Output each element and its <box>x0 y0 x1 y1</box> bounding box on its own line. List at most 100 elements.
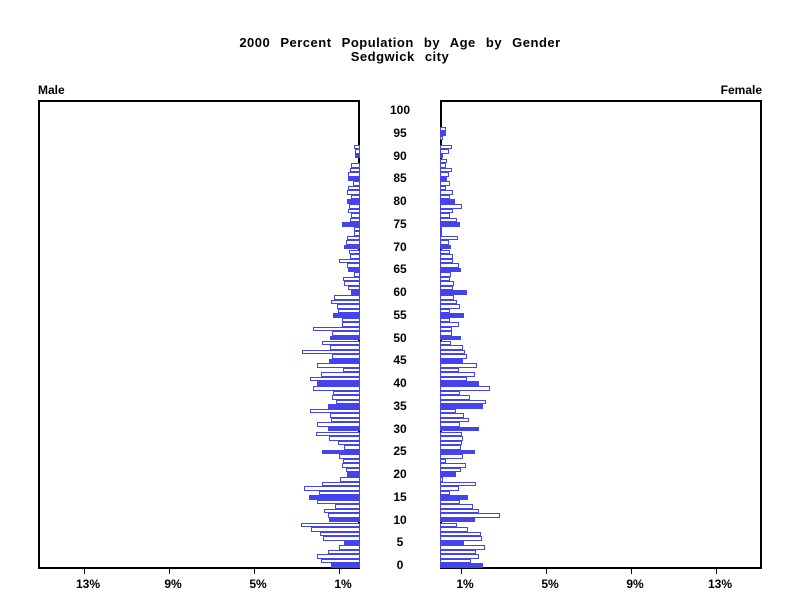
pyramid-bar-female-age-49 <box>440 340 451 346</box>
pyramid-bar-male-age-48 <box>330 345 360 350</box>
pyramid-bar-female-age-84 <box>440 181 450 186</box>
pyramid-bar-female-age-88 <box>440 163 446 168</box>
pyramid-bar-female-age-41 <box>440 376 467 382</box>
pyramid-bar-female-age-25 <box>440 449 475 455</box>
pyramid-bar-male-age-12 <box>324 508 360 514</box>
pyramid-bar-female-age-58 <box>440 299 457 305</box>
pyramid-bar-female-age-52 <box>440 326 452 332</box>
pyramid-bar-male-age-28 <box>329 436 360 441</box>
pyramid-bar-male-age-39 <box>313 386 360 391</box>
pyramid-bar-female-age-65 <box>440 267 461 273</box>
pyramid-bar-male-age-88 <box>351 163 360 168</box>
pyramid-bar-female-age-0 <box>440 563 483 568</box>
pyramid-bar-male-age-36 <box>336 399 360 405</box>
pyramid-bar-male-age-91 <box>355 149 360 154</box>
pyramid-bar-male-age-41 <box>310 376 360 382</box>
pyramid-bar-female-age-7 <box>440 531 481 537</box>
age-axis-label-100: 100 <box>389 103 411 117</box>
male-axis-tick-label-1: 1% <box>334 577 352 591</box>
pyramid-bar-female-age-50 <box>440 335 461 341</box>
pyramid-bar-female-age-46 <box>440 354 467 359</box>
pyramid-bar-female-age-44 <box>440 363 477 368</box>
pyramid-bar-male-age-50 <box>330 335 360 341</box>
chart-title-block: 2000 Percent Population by Age by Gender… <box>0 36 800 64</box>
pyramid-bar-male-age-20 <box>347 472 360 477</box>
pyramid-bar-male-age-74 <box>354 226 360 232</box>
pyramid-bar-female-age-23 <box>440 458 446 464</box>
pyramid-bar-female-age-39 <box>440 386 490 391</box>
pyramid-bar-female-age-43 <box>440 367 459 373</box>
pyramid-bar-female-age-91 <box>440 149 449 154</box>
pyramid-bar-female-age-60 <box>440 290 467 295</box>
pyramid-bar-female-age-4 <box>440 545 485 550</box>
age-axis-label-75: 75 <box>393 216 407 231</box>
pyramid-bar-female-age-17 <box>440 486 459 491</box>
male-axis-tick-label-9: 9% <box>164 577 182 591</box>
pyramid-bar-female-age-16 <box>440 490 450 496</box>
pyramid-bar-male-age-69 <box>349 249 360 255</box>
male-axis-tick-5 <box>254 569 255 574</box>
pyramid-bar-male-age-73 <box>354 231 360 236</box>
pyramid-bar-male-age-0 <box>331 563 360 568</box>
pyramid-bar-female-age-55 <box>440 313 464 318</box>
pyramid-bar-male-age-4 <box>339 545 360 550</box>
pyramid-bar-female-age-95 <box>440 131 446 136</box>
pyramid-bar-female-age-1 <box>440 558 471 564</box>
pyramid-bar-male-age-58 <box>331 299 360 305</box>
pyramid-bar-male-age-15 <box>309 495 360 500</box>
pyramid-bar-female-age-71 <box>440 240 449 245</box>
pyramid-bar-female-age-59 <box>440 295 454 300</box>
pyramid-bar-male-age-59 <box>334 295 360 300</box>
pyramid-bar-female-age-94 <box>440 135 443 141</box>
pyramid-bar-female-age-79 <box>440 204 462 209</box>
pyramid-bar-female-age-76 <box>440 217 457 223</box>
pyramid-bar-female-age-35 <box>440 404 483 409</box>
pyramid-bar-male-age-47 <box>302 349 360 355</box>
age-axis-label-65: 65 <box>393 262 407 277</box>
female-axis-tick-label-1: 1% <box>456 577 474 591</box>
female-plot-area <box>440 100 762 569</box>
pyramid-bar-female-age-32 <box>440 417 469 423</box>
pyramid-bar-male-age-37 <box>332 395 360 400</box>
pyramid-bar-female-age-28 <box>440 436 463 441</box>
pyramid-bar-male-age-75 <box>342 222 360 227</box>
pyramid-bar-female-age-33 <box>440 413 464 418</box>
age-axis-label-60: 60 <box>393 285 407 299</box>
pyramid-bar-male-age-60 <box>351 290 360 295</box>
age-axis-label-40: 40 <box>393 376 407 390</box>
pyramid-bar-male-age-77 <box>351 213 360 218</box>
pyramid-bar-male-age-68 <box>350 254 360 259</box>
pyramid-bar-male-age-40 <box>317 381 360 386</box>
chart-title: 2000 Percent Population by Age by Gender <box>239 35 561 50</box>
pyramid-bar-female-age-34 <box>440 408 456 414</box>
pyramid-bar-female-age-5 <box>440 540 464 546</box>
pyramid-bar-male-age-55 <box>333 313 360 318</box>
pyramid-bar-male-age-53 <box>342 322 360 327</box>
pyramid-bar-male-age-44 <box>317 363 360 368</box>
female-axis-header: Female <box>720 83 762 97</box>
age-axis-label-0: 0 <box>396 558 404 572</box>
pyramid-bar-female-age-81 <box>440 194 450 200</box>
pyramid-bar-female-age-13 <box>440 504 473 509</box>
pyramid-bar-female-age-36 <box>440 399 486 405</box>
pyramid-bar-female-age-86 <box>440 172 449 177</box>
pyramid-bar-female-age-45 <box>440 358 463 364</box>
pyramid-bar-male-age-2 <box>317 554 360 559</box>
age-axis-label-35: 35 <box>393 398 407 413</box>
pyramid-bar-male-age-33 <box>330 413 360 418</box>
age-axis-label-50: 50 <box>393 330 407 345</box>
pyramid-bar-male-age-35 <box>328 404 360 409</box>
pyramid-bar-female-age-47 <box>440 349 465 355</box>
female-axis-tick-13 <box>716 569 717 574</box>
pyramid-bar-female-age-12 <box>440 508 479 514</box>
age-axis-label-30: 30 <box>393 421 407 436</box>
pyramid-bar-female-age-85 <box>440 176 447 182</box>
pyramid-bar-male-age-54 <box>342 317 360 323</box>
age-axis-label-15: 15 <box>393 489 407 504</box>
pyramid-bar-male-age-22 <box>342 463 360 468</box>
pyramid-bar-male-age-23 <box>343 458 360 464</box>
pyramid-bar-male-age-84 <box>353 181 360 186</box>
pyramid-bar-male-age-92 <box>354 144 360 150</box>
pyramid-bar-female-age-64 <box>440 272 451 277</box>
pyramid-bar-female-age-40 <box>440 381 479 386</box>
